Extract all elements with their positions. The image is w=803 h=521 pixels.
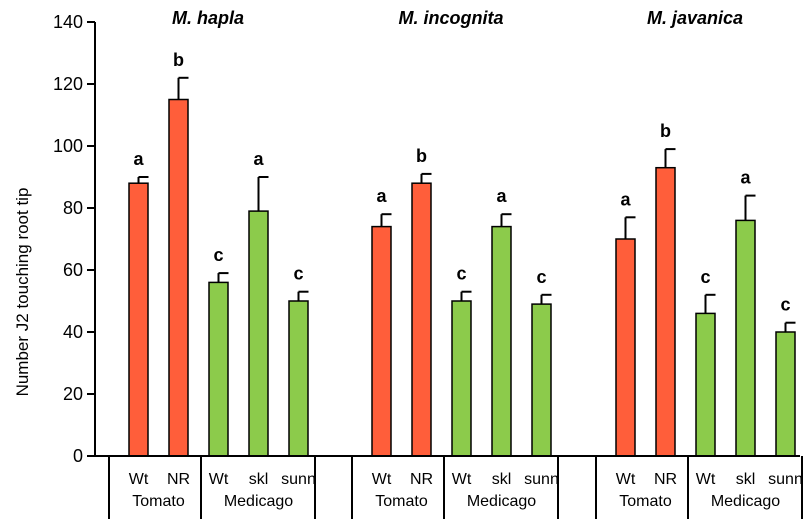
category-label: Wt xyxy=(129,471,149,488)
significance-letter: b xyxy=(173,50,184,70)
category-label: NR xyxy=(654,471,677,488)
bar xyxy=(735,219,756,457)
significance-letter: a xyxy=(740,168,751,188)
bar xyxy=(371,225,392,457)
y-axis-label: Number J2 touching root tip xyxy=(13,188,32,397)
bar xyxy=(411,182,432,457)
y-tick-label: 40 xyxy=(63,322,83,342)
category-label: Wt xyxy=(452,471,472,488)
species-label: Medicago xyxy=(224,493,293,510)
y-tick-label: 140 xyxy=(53,12,83,32)
bar xyxy=(655,166,676,457)
bar xyxy=(168,98,189,457)
category-label: NR xyxy=(410,471,433,488)
species-label: Tomato xyxy=(132,493,185,510)
category-label: sunn xyxy=(768,471,803,488)
category-label: Wt xyxy=(616,471,636,488)
significance-letter: b xyxy=(416,146,427,166)
group-title: M. javanica xyxy=(647,8,743,28)
category-label: Wt xyxy=(696,471,716,488)
y-tick-label: 100 xyxy=(53,136,83,156)
bar xyxy=(288,300,309,457)
bar xyxy=(615,238,636,457)
category-label: skl xyxy=(249,471,269,488)
bar xyxy=(775,331,796,457)
category-label: NR xyxy=(167,471,190,488)
significance-letter: b xyxy=(660,121,671,141)
significance-letter: c xyxy=(293,264,303,284)
significance-letter: a xyxy=(496,186,507,206)
significance-letter: c xyxy=(456,264,466,284)
significance-letter: a xyxy=(253,149,264,169)
group-title: M. hapla xyxy=(172,8,244,28)
bar xyxy=(208,281,229,457)
significance-letter: c xyxy=(780,295,790,315)
y-tick-label: 60 xyxy=(63,260,83,280)
species-label: Tomato xyxy=(619,493,672,510)
category-label: sunn xyxy=(281,471,316,488)
species-label: Tomato xyxy=(375,493,428,510)
y-tick-label: 0 xyxy=(73,446,83,466)
category-label: Wt xyxy=(372,471,392,488)
significance-letter: c xyxy=(213,245,223,265)
significance-letter: a xyxy=(133,149,144,169)
species-label: Medicago xyxy=(467,493,536,510)
category-label: skl xyxy=(736,471,756,488)
bar xyxy=(695,312,716,457)
bars-layer: M. hapla a b c a c M. incognita a b c a c M. javanic… xyxy=(128,8,796,457)
y-axis: 0 20 40 60 80 100 120 140 xyxy=(53,12,96,466)
significance-letter: c xyxy=(536,267,546,287)
bar xyxy=(248,210,269,457)
y-tick-label: 20 xyxy=(63,384,83,404)
species-label: Medicago xyxy=(711,493,780,510)
significance-letter: a xyxy=(376,186,387,206)
bar xyxy=(128,182,149,457)
y-tick-label: 120 xyxy=(53,74,83,94)
bar xyxy=(451,300,472,457)
y-tick-label: 80 xyxy=(63,198,83,218)
category-label: skl xyxy=(492,471,512,488)
category-label: Wt xyxy=(209,471,229,488)
group-title: M. incognita xyxy=(399,8,504,28)
bar xyxy=(491,225,512,457)
category-label: sunn xyxy=(524,471,559,488)
bar xyxy=(531,303,552,457)
significance-letter: a xyxy=(620,189,631,209)
significance-letter: c xyxy=(700,267,710,287)
